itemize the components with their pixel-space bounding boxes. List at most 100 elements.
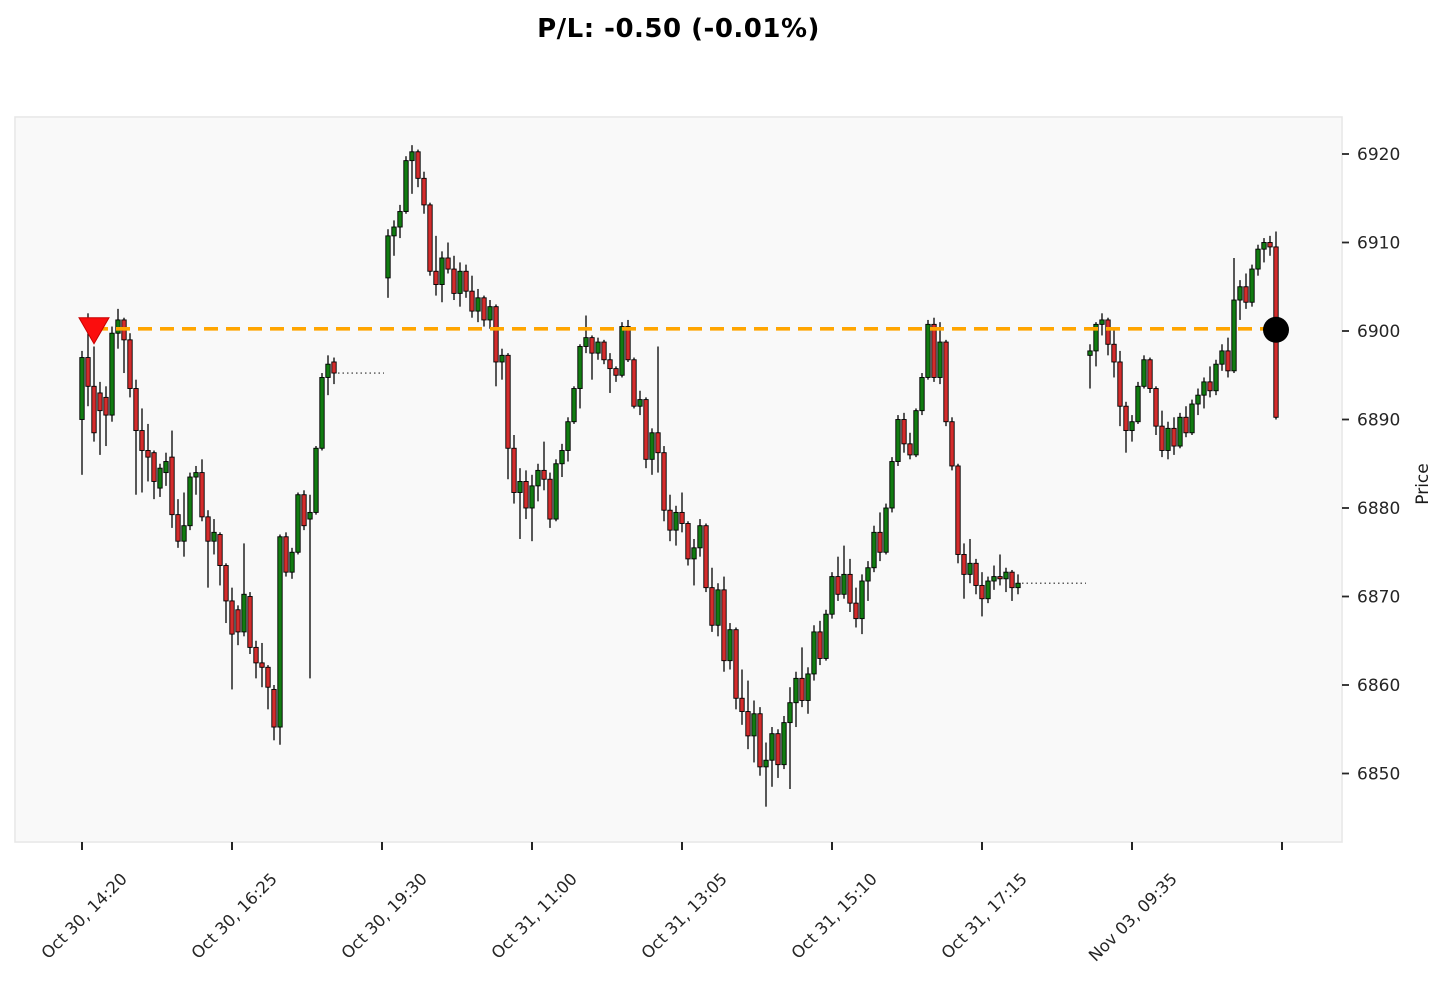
candle-body xyxy=(457,270,463,294)
candle-body xyxy=(151,452,157,482)
candle-body xyxy=(589,337,595,354)
candle-body xyxy=(595,341,601,354)
candle-body xyxy=(1213,363,1219,392)
candle-body xyxy=(763,759,769,768)
candle-body xyxy=(565,421,571,451)
candle-body xyxy=(619,326,625,376)
candle-body xyxy=(895,419,901,462)
candle-body xyxy=(829,576,835,615)
candle-body xyxy=(301,494,307,527)
candle-body xyxy=(709,587,715,626)
candle-body xyxy=(997,576,1003,580)
candle-body xyxy=(925,323,931,378)
candle-body xyxy=(577,346,583,389)
candle-body xyxy=(325,363,331,378)
candle-body xyxy=(1147,359,1153,389)
y-tick-label: 6920 xyxy=(1357,145,1400,165)
candle-body xyxy=(943,341,949,423)
candle-body xyxy=(799,677,805,701)
candle-body xyxy=(235,609,241,633)
candle-body xyxy=(1201,381,1207,396)
candle-body xyxy=(487,306,493,321)
candle-body xyxy=(85,357,91,387)
candle-body xyxy=(217,534,223,566)
y-tick-label: 6850 xyxy=(1357,765,1400,785)
candle-body xyxy=(607,359,613,370)
candle-body xyxy=(313,447,319,513)
candle-body xyxy=(781,722,787,766)
candle-body xyxy=(253,646,259,664)
candle-body xyxy=(133,388,139,432)
x-tick-label: Nov 03, 09:35 xyxy=(1085,869,1181,965)
candle-body xyxy=(673,511,679,531)
candle-body xyxy=(679,511,685,524)
candle-body xyxy=(805,673,811,701)
candle-body xyxy=(211,531,217,542)
candle-body xyxy=(955,465,961,555)
candle-body xyxy=(1249,268,1255,303)
candle-body xyxy=(331,361,337,374)
y-tick-label: 6870 xyxy=(1357,588,1400,608)
candle-body xyxy=(1087,350,1093,356)
candle-body xyxy=(541,469,547,480)
candle-body xyxy=(193,472,199,478)
candle-body xyxy=(445,257,451,270)
candle-body xyxy=(1183,416,1189,434)
candle-body xyxy=(967,562,973,575)
candle-body xyxy=(1225,350,1231,372)
candle-body xyxy=(841,573,847,595)
candle-body xyxy=(961,554,967,575)
candle-body xyxy=(1261,242,1267,250)
candle-body xyxy=(811,631,817,675)
candle-body xyxy=(643,399,649,460)
candle-body xyxy=(1189,403,1195,434)
price-axis-label: Price xyxy=(1413,463,1433,505)
candle-body xyxy=(637,399,643,407)
candle-body xyxy=(451,268,457,294)
candle-body xyxy=(907,443,913,456)
candle-body xyxy=(1255,248,1261,270)
candle-body xyxy=(505,354,511,449)
candle-body xyxy=(865,567,871,582)
candle-body xyxy=(1009,571,1015,589)
candle-body xyxy=(229,600,235,635)
candle-body xyxy=(409,151,415,162)
candle-body xyxy=(145,450,151,458)
candle-body xyxy=(913,410,919,456)
candle-body xyxy=(547,478,553,520)
x-tick-label: Oct 30, 14:20 xyxy=(38,869,131,962)
candle-body xyxy=(493,306,499,363)
candle-body xyxy=(403,160,409,212)
candle-body xyxy=(937,341,943,378)
candle-body xyxy=(979,584,985,600)
candle-body xyxy=(439,257,445,285)
candle-body xyxy=(883,507,889,553)
candle-body xyxy=(751,713,757,737)
candle-body xyxy=(661,452,667,511)
candle-body xyxy=(307,511,313,520)
candle-body xyxy=(667,509,673,531)
candle-body xyxy=(769,733,775,761)
candle-body xyxy=(427,204,433,272)
candle-body xyxy=(757,713,763,768)
candle-body xyxy=(703,525,709,589)
candle-body xyxy=(289,551,295,573)
candle-body xyxy=(181,525,187,542)
y-tick-label: 6890 xyxy=(1357,411,1400,431)
candle-body xyxy=(853,602,859,620)
candle-body xyxy=(871,531,877,569)
x-tick-label: Oct 30, 19:30 xyxy=(338,869,431,962)
y-tick-label: 6860 xyxy=(1357,676,1400,696)
candle-body xyxy=(1195,394,1201,405)
candle-body xyxy=(721,589,727,662)
candle-body xyxy=(1015,582,1021,589)
candle-body xyxy=(223,565,229,602)
candle-body xyxy=(793,677,799,704)
candle-body xyxy=(571,388,577,423)
candle-body xyxy=(169,456,175,516)
candle-body xyxy=(415,151,421,179)
candle-body xyxy=(79,357,85,420)
candle-body xyxy=(823,613,829,659)
candle-body xyxy=(583,337,589,347)
candle-body xyxy=(469,290,475,312)
